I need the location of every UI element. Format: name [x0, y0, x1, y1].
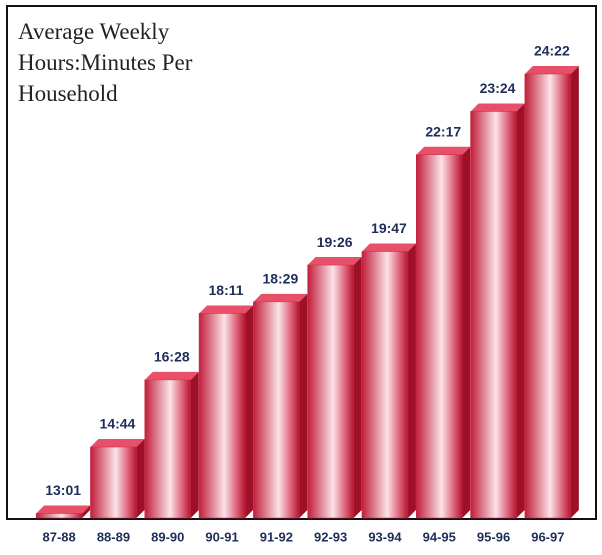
value-label: 18:11	[209, 282, 244, 298]
bar	[361, 251, 409, 519]
value-label: 23:24	[480, 80, 516, 96]
value-label: 13:01	[45, 482, 81, 498]
bar-top	[90, 439, 145, 448]
x-tick-label: 89-90	[151, 529, 184, 544]
x-tick-label: 93-94	[368, 529, 402, 544]
x-tick-label: 88-89	[97, 529, 130, 544]
bar-top	[36, 505, 91, 514]
value-label: 24:22	[534, 43, 570, 59]
bar-side	[407, 243, 416, 518]
value-label: 14:44	[100, 416, 136, 432]
chart-title: Average Weekly Hours:Minutes Per Househo…	[18, 19, 193, 106]
x-tick-label: 94-95	[423, 529, 456, 544]
value-label: 19:47	[371, 220, 407, 236]
bar	[524, 73, 572, 519]
bar	[198, 313, 246, 519]
bar-side	[190, 371, 199, 518]
x-tick-label: 96-97	[531, 529, 564, 544]
bar	[90, 446, 137, 519]
value-label: 19:26	[317, 234, 353, 250]
x-tick-label: 87-88	[43, 529, 76, 544]
bar-side	[570, 66, 579, 519]
bar-side	[245, 305, 254, 518]
value-label: 22:17	[425, 123, 461, 139]
bar-top	[253, 293, 308, 302]
x-tick-label: 92-93	[314, 529, 347, 544]
bar-side	[516, 103, 525, 518]
bar-side	[82, 505, 91, 518]
bar	[470, 111, 517, 519]
bar	[35, 513, 83, 519]
bar-side	[462, 146, 471, 519]
x-tick-label: 95-96	[477, 529, 510, 544]
x-tick-label: 91-92	[260, 529, 293, 544]
bar-side	[353, 257, 362, 518]
frame	[6, 5, 597, 520]
bar	[416, 154, 463, 519]
bar-top	[416, 146, 471, 155]
bar-top	[199, 305, 254, 314]
bar-top	[307, 257, 362, 266]
bar-side	[136, 439, 145, 518]
bar-top	[470, 103, 525, 112]
x-tick-label: 90-91	[205, 529, 238, 544]
bar	[307, 264, 354, 519]
bar	[253, 301, 300, 519]
bar	[144, 379, 191, 519]
bar-side	[299, 293, 308, 518]
bar-top	[144, 371, 199, 380]
bar-top	[524, 66, 579, 75]
value-label: 18:29	[262, 271, 298, 287]
value-label: 16:28	[154, 349, 190, 365]
bar-top	[361, 243, 416, 252]
